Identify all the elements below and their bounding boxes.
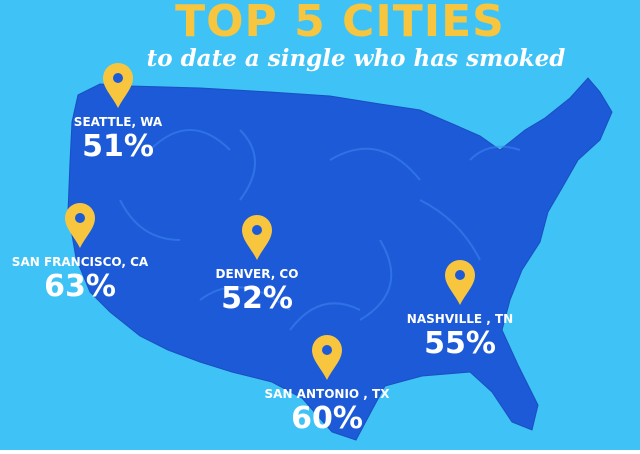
pin-dot bbox=[113, 73, 123, 83]
pin bbox=[65, 203, 95, 248]
city-name: SEATTLE, WA bbox=[74, 115, 163, 129]
city-percent: 52% bbox=[221, 281, 293, 316]
city-name: DENVER, CO bbox=[216, 267, 299, 281]
city-percent: 63% bbox=[44, 269, 116, 304]
pin-dot bbox=[322, 345, 332, 355]
us-map bbox=[67, 77, 613, 441]
map-texture bbox=[119, 129, 521, 331]
pin bbox=[103, 63, 133, 108]
pin bbox=[242, 215, 272, 260]
city-percent: 51% bbox=[82, 129, 154, 164]
title: TOP 5 CITIES bbox=[175, 0, 505, 47]
city-name: SAN FRANCISCO, CA bbox=[12, 255, 149, 269]
pin-dot bbox=[455, 270, 465, 280]
pin bbox=[445, 260, 475, 305]
subtitle: to date a single who has smoked bbox=[147, 45, 566, 72]
pin bbox=[312, 335, 342, 380]
city-name: NASHVILLE , TN bbox=[407, 312, 513, 326]
city-name: SAN ANTONIO , TX bbox=[265, 387, 391, 401]
city-percent: 55% bbox=[424, 326, 496, 361]
city-percent: 60% bbox=[291, 401, 363, 436]
pin-dot bbox=[75, 213, 85, 223]
pin-dot bbox=[252, 225, 262, 235]
